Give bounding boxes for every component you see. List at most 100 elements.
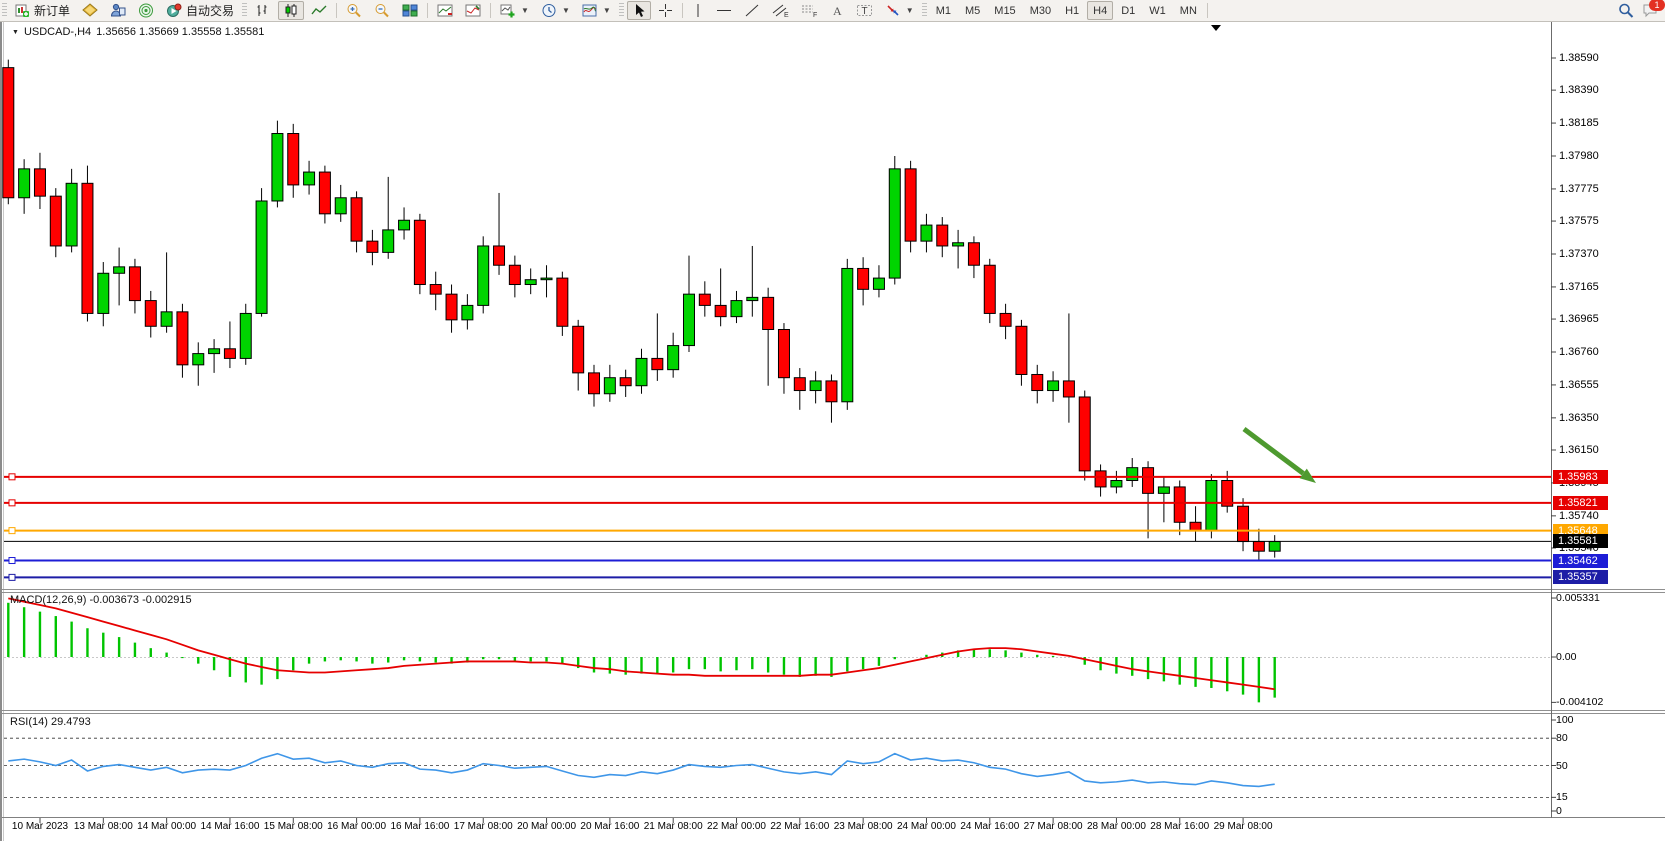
timeframe-d1[interactable]: D1: [1121, 4, 1136, 17]
line-handle[interactable]: [8, 499, 16, 507]
candle-body: [2, 67, 15, 199]
arrows-button[interactable]: ▼: [880, 1, 919, 20]
indicator-list-button[interactable]: [460, 1, 486, 20]
indicator-window-button[interactable]: [432, 1, 458, 20]
signals-button[interactable]: [133, 1, 159, 20]
toolbar-grip[interactable]: [242, 3, 248, 18]
zoom-in-button[interactable]: [341, 1, 367, 20]
chart-canvas[interactable]: [0, 21, 1665, 841]
candle-body: [872, 277, 885, 290]
line-chart-icon: [311, 5, 327, 15]
candle-body: [1189, 521, 1202, 531]
tile-windows-button[interactable]: [397, 1, 423, 20]
window-left-edge-inner: [3, 21, 4, 841]
add-indicator-button[interactable]: ▼: [495, 1, 534, 20]
candle-body: [192, 353, 205, 366]
rsi-line: [8, 752, 1275, 788]
indicator-list-icon: [465, 4, 481, 17]
tile-windows-icon: [402, 4, 418, 17]
annotation-arrow-shaft[interactable]: [1242, 427, 1305, 476]
market-watch-button[interactable]: [77, 1, 103, 20]
trendline-button[interactable]: [739, 1, 765, 20]
candle-body: [81, 182, 94, 314]
candle-body: [904, 168, 917, 242]
new-order-icon: [15, 4, 29, 17]
timeframe-group: M1 M5 M15 M30 H1 H4 D1 W1 MN: [929, 1, 1204, 20]
toolbar-grip[interactable]: [2, 3, 7, 18]
candle-body: [920, 224, 933, 242]
period-button[interactable]: ▼: [536, 1, 575, 20]
candle-body: [318, 171, 331, 215]
candle-body: [588, 372, 601, 395]
arrows-icon: [887, 5, 899, 16]
zoom-in-icon: [347, 4, 361, 18]
timeframe-w1[interactable]: W1: [1149, 4, 1166, 17]
timeframe-mn[interactable]: MN: [1179, 4, 1197, 17]
horizontal-line-button[interactable]: [711, 1, 737, 20]
horizontal-line-icon: [716, 10, 731, 11]
candle-body: [809, 380, 822, 392]
notifications-button[interactable]: 1: [1642, 0, 1665, 18]
candle-body: [1205, 480, 1218, 531]
candlestick-chart-button[interactable]: [278, 1, 305, 20]
line-handle[interactable]: [8, 557, 16, 565]
line-handle[interactable]: [8, 573, 16, 581]
signals-icon: [139, 3, 154, 18]
cursor-button[interactable]: [626, 1, 651, 20]
notification-badge: 1: [1649, 0, 1665, 11]
chevron-down-icon: ▼: [561, 6, 570, 15]
svg-text:E: E: [784, 12, 789, 18]
candle-body: [1126, 467, 1139, 482]
timeframe-h1[interactable]: H1: [1065, 4, 1080, 17]
vertical-line-icon: [697, 4, 699, 17]
chevron-down-icon: ▼: [905, 6, 914, 15]
annotation-arrow-head[interactable]: [1299, 468, 1316, 483]
search-icon[interactable]: [1618, 3, 1634, 19]
equidistant-channel-button[interactable]: E: [767, 1, 794, 20]
candle-body: [841, 267, 854, 403]
candle-body: [1094, 470, 1107, 488]
data-window-button[interactable]: [105, 1, 131, 20]
fibonacci-icon: F: [801, 5, 817, 18]
text-button[interactable]: A: [825, 1, 849, 20]
timeframe-h4[interactable]: H4: [1087, 1, 1114, 20]
line-handle[interactable]: [8, 527, 16, 535]
chart-window[interactable]: ▼ USDCAD-,H4 1.35656 1.35669 1.35558 1.3…: [0, 21, 1665, 841]
candle-body: [1062, 380, 1075, 398]
zoom-out-button[interactable]: [369, 1, 395, 20]
bar-chart-button[interactable]: [250, 1, 276, 20]
toolbar-grip[interactable]: [921, 3, 927, 18]
toolbar-grip[interactable]: [618, 3, 624, 18]
auto-trading-button[interactable]: 自动交易: [161, 1, 239, 20]
line-chart-button[interactable]: [306, 1, 332, 20]
template-button[interactable]: ▼: [577, 1, 616, 20]
candle-body: [952, 242, 965, 247]
svg-text:T: T: [861, 6, 867, 17]
candle-body: [508, 264, 521, 286]
fibonacci-button[interactable]: F: [796, 1, 823, 20]
zoom-out-icon: [375, 4, 389, 18]
text-label-button[interactable]: T: [851, 1, 878, 20]
timeframe-m5[interactable]: M5: [965, 4, 981, 17]
crosshair-button[interactable]: [653, 1, 678, 20]
candle-body: [271, 133, 284, 202]
timeframe-m30[interactable]: M30: [1029, 4, 1052, 17]
text-label-icon: T: [856, 5, 872, 17]
candle-body: [777, 328, 790, 379]
template-icon: [582, 4, 597, 17]
timeframe-m15[interactable]: M15: [994, 4, 1016, 17]
candle-body: [1047, 380, 1060, 392]
candle-body: [967, 242, 980, 266]
timeframe-m1[interactable]: M1: [935, 4, 951, 17]
vertical-line-button[interactable]: [687, 1, 709, 20]
candle-body: [730, 300, 743, 318]
candle-body: [477, 245, 490, 306]
bar-chart-icon: [257, 5, 267, 16]
new-order-button[interactable]: 新订单: [10, 1, 75, 20]
indicator-window-icon: [437, 4, 453, 17]
candle-body: [239, 312, 252, 359]
new-order-label: 新订单: [34, 4, 71, 18]
candle-body: [936, 224, 949, 247]
chart-shift-marker[interactable]: [1211, 25, 1221, 31]
line-handle[interactable]: [8, 473, 16, 481]
